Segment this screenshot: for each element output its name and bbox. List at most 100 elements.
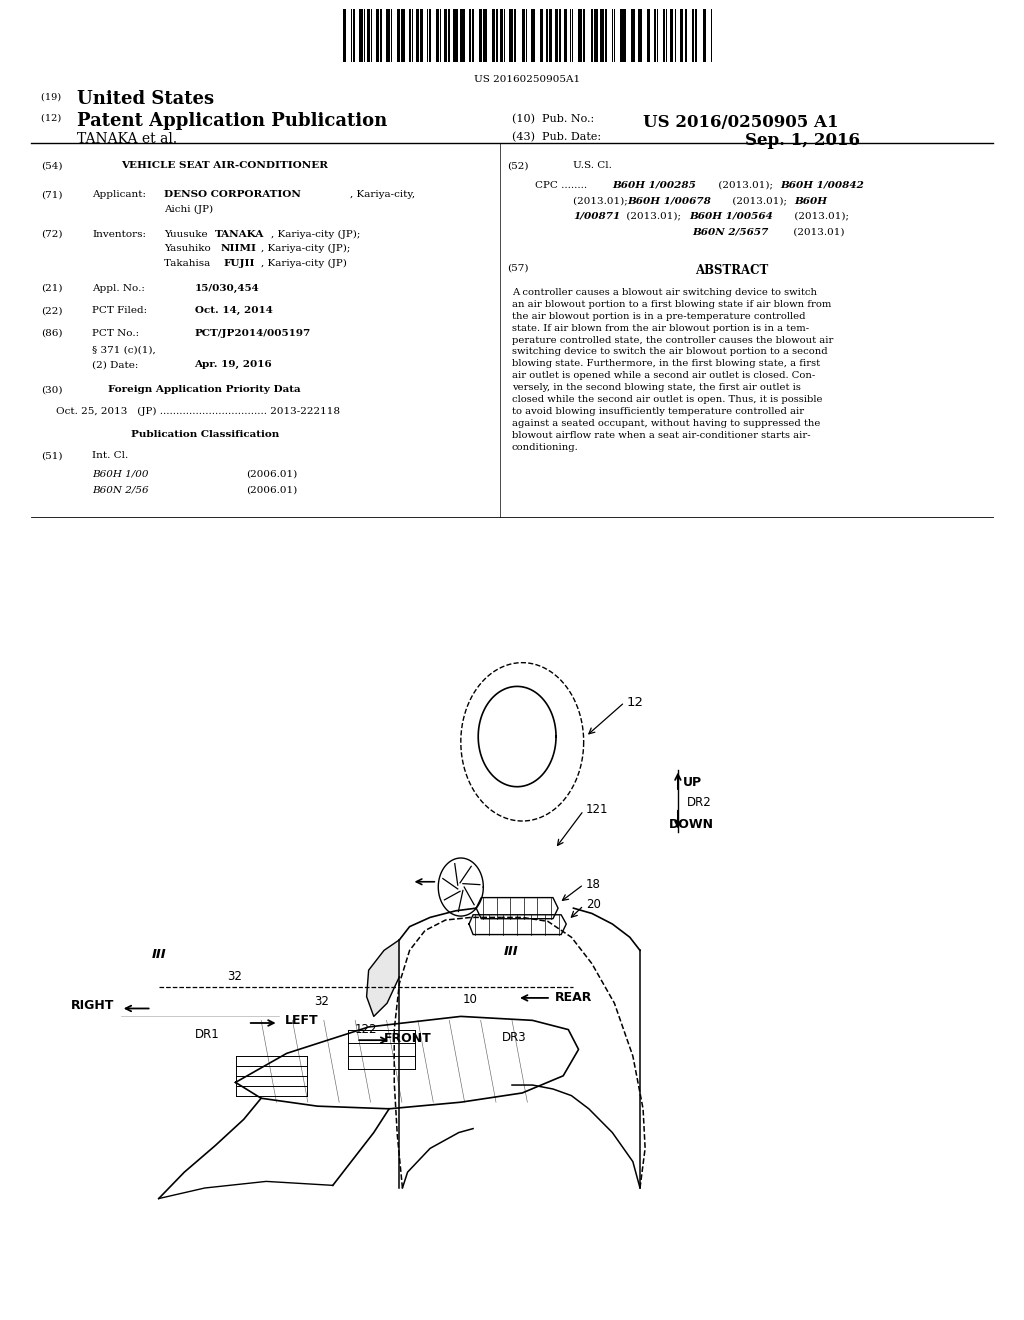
- Bar: [654, 9, 656, 62]
- Bar: [583, 9, 586, 62]
- Text: Yasuhiko: Yasuhiko: [164, 244, 214, 253]
- Text: 20: 20: [586, 898, 601, 911]
- Bar: [416, 9, 419, 62]
- Bar: [401, 9, 404, 62]
- Bar: [455, 9, 458, 62]
- Bar: [600, 9, 604, 62]
- Text: Sep. 1, 2016: Sep. 1, 2016: [745, 132, 860, 149]
- Bar: [504, 9, 506, 62]
- Text: Foreign Application Priority Data: Foreign Application Priority Data: [109, 385, 301, 395]
- Text: (2006.01): (2006.01): [246, 486, 297, 495]
- Bar: [675, 9, 676, 62]
- Bar: [501, 9, 503, 62]
- Bar: [420, 9, 423, 62]
- Text: NIIMI: NIIMI: [220, 244, 256, 253]
- Text: US 2016/0250905 A1: US 2016/0250905 A1: [643, 114, 839, 131]
- Bar: [605, 9, 607, 62]
- Bar: [631, 9, 633, 62]
- Text: (22): (22): [41, 306, 62, 315]
- Bar: [412, 9, 413, 62]
- Text: III: III: [152, 948, 166, 961]
- Text: ABSTRACT: ABSTRACT: [695, 264, 769, 277]
- Bar: [440, 9, 441, 62]
- Bar: [449, 9, 450, 62]
- Bar: [359, 9, 362, 62]
- Text: (21): (21): [41, 284, 62, 293]
- Text: B60H 1/00: B60H 1/00: [92, 470, 148, 479]
- Text: Int. Cl.: Int. Cl.: [92, 451, 128, 461]
- Text: (2013.01): (2013.01): [790, 227, 844, 236]
- Text: , Kariya-city (JP);: , Kariya-city (JP);: [271, 230, 360, 239]
- Bar: [711, 9, 713, 62]
- Bar: [613, 9, 615, 62]
- Text: , Kariya-city,: , Kariya-city,: [350, 190, 416, 199]
- Text: B60N 2/56: B60N 2/56: [92, 486, 148, 495]
- Text: (51): (51): [41, 451, 62, 461]
- Text: US 20160250905A1: US 20160250905A1: [474, 75, 581, 84]
- Bar: [371, 9, 373, 62]
- Bar: [692, 9, 694, 62]
- Text: (71): (71): [41, 190, 62, 199]
- Text: 10: 10: [463, 993, 478, 1006]
- Bar: [579, 9, 582, 62]
- Text: UP: UP: [683, 776, 702, 789]
- Bar: [566, 9, 567, 62]
- Text: 122: 122: [354, 1023, 377, 1036]
- Text: 32: 32: [314, 995, 330, 1008]
- Bar: [376, 9, 379, 62]
- Text: (54): (54): [41, 161, 62, 170]
- Bar: [705, 9, 706, 62]
- Bar: [649, 9, 650, 62]
- Text: 12: 12: [627, 696, 644, 709]
- Bar: [638, 9, 640, 62]
- Bar: [666, 9, 668, 62]
- Bar: [526, 9, 527, 62]
- Bar: [559, 9, 561, 62]
- Text: DR2: DR2: [687, 796, 712, 809]
- Text: (43)  Pub. Date:: (43) Pub. Date:: [512, 132, 601, 143]
- Bar: [623, 9, 626, 62]
- Bar: [410, 9, 411, 62]
- Bar: [479, 9, 482, 62]
- Text: (12): (12): [41, 114, 65, 123]
- Bar: [647, 9, 648, 62]
- Bar: [547, 9, 548, 62]
- Bar: [531, 9, 532, 62]
- Text: A controller causes a blowout air switching device to switch
an air blowout port: A controller causes a blowout air switch…: [512, 288, 834, 451]
- Text: B60H 1/00285: B60H 1/00285: [612, 181, 696, 190]
- Bar: [386, 9, 390, 62]
- Text: , Kariya-city (JP): , Kariya-city (JP): [261, 259, 347, 268]
- Text: (57): (57): [507, 264, 528, 273]
- Text: CPC ........: CPC ........: [535, 181, 587, 190]
- Text: Applicant:: Applicant:: [92, 190, 146, 199]
- Bar: [462, 9, 465, 62]
- Bar: [368, 9, 370, 62]
- Text: 32: 32: [227, 970, 243, 983]
- Bar: [380, 9, 382, 62]
- Text: B60H 1/00678: B60H 1/00678: [628, 197, 712, 206]
- Bar: [670, 9, 674, 62]
- Bar: [436, 9, 439, 62]
- Text: B60H 1/00842: B60H 1/00842: [780, 181, 864, 190]
- Text: (30): (30): [41, 385, 62, 395]
- Text: (2013.01);: (2013.01);: [573, 197, 632, 206]
- Text: U.S. Cl.: U.S. Cl.: [573, 161, 612, 170]
- Text: Publication Classification: Publication Classification: [131, 430, 279, 440]
- Bar: [694, 9, 697, 62]
- Bar: [634, 9, 635, 62]
- Text: LEFT: LEFT: [285, 1014, 318, 1027]
- Text: Appl. No.:: Appl. No.:: [92, 284, 145, 293]
- Text: III: III: [504, 945, 518, 958]
- Text: PCT/JP2014/005197: PCT/JP2014/005197: [195, 329, 311, 338]
- Text: PCT Filed:: PCT Filed:: [92, 306, 147, 315]
- Bar: [564, 9, 565, 62]
- Text: United States: United States: [77, 90, 214, 108]
- Bar: [493, 9, 495, 62]
- Text: B60H 1/00564: B60H 1/00564: [689, 211, 773, 220]
- Bar: [640, 9, 642, 62]
- Text: 18: 18: [586, 878, 601, 891]
- Bar: [656, 9, 658, 62]
- Text: RIGHT: RIGHT: [72, 999, 115, 1012]
- Text: B60H: B60H: [795, 197, 827, 206]
- Text: (2013.01);: (2013.01);: [623, 211, 684, 220]
